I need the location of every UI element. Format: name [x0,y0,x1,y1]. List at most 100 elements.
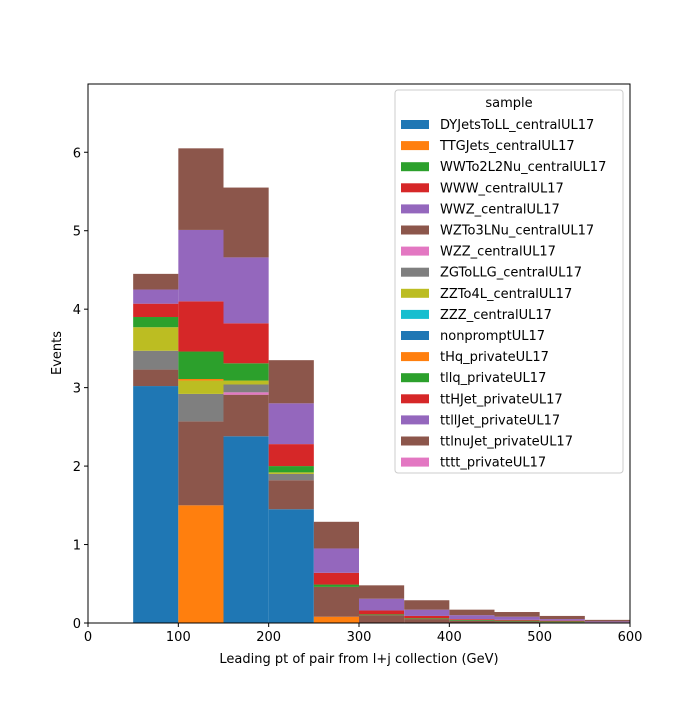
bar-segment [178,351,224,379]
bar-segment [359,614,405,616]
legend-label: tttt_privateUL17 [440,456,546,471]
y-tick-label: 2 [73,460,81,475]
bar-segment [223,394,269,437]
x-tick-label: 300 [347,630,372,645]
bar-segment [539,621,585,623]
bar-segment [404,618,450,620]
legend-label: ZZTo4L_centralUL17 [440,287,572,302]
bar-segment [178,380,224,394]
bar-segment [223,436,269,623]
y-tick-label: 6 [73,146,81,161]
legend-label: TTGJets_centralUL17 [439,139,575,154]
bar-segment [313,572,359,585]
legend-swatch [401,352,429,362]
legend-swatch [401,141,429,151]
legend-swatch [401,225,429,235]
bar-segment [313,584,359,587]
legend-swatch [401,246,429,256]
bar-segment [449,620,495,623]
bars-layer [133,148,630,623]
legend-label: ZGToLLG_centralUL17 [440,266,582,281]
x-tick-label: 600 [618,630,643,645]
legend-swatch [401,120,429,129]
bar-segment [178,393,224,422]
legend-swatch [401,394,429,404]
legend-swatch [401,267,429,277]
legend-label: tllq_privateUL17 [440,371,546,386]
bar-segment [494,612,540,617]
legend-title: sample [485,96,532,111]
bar-segment [404,600,450,610]
bar-segment [223,257,269,324]
bar-segment [404,615,450,619]
bar-segment [494,620,540,622]
legend-label: ttllJet_privateUL17 [440,413,560,428]
bar-segment [178,378,224,381]
bar-segment [449,615,495,620]
bar-segment [359,615,405,623]
legend-label: WZZ_centralUL17 [440,245,556,260]
bar-segment [178,421,224,506]
y-tick-label: 0 [73,617,81,632]
bar-segment [223,323,269,364]
y-axis-label: Events [50,331,65,375]
legend-label: ttHJet_privateUL17 [440,392,563,407]
legend-frame [394,89,624,474]
legend-label: ZZZ_centralUL17 [440,308,552,323]
bar-segment [133,317,179,328]
bar-segment [133,386,179,623]
bar-segment [178,229,224,302]
bar-segment [268,480,314,510]
bar-segment [494,619,540,621]
bar-segment [268,360,314,404]
bar-segment [133,350,179,370]
bar-segment [268,466,314,473]
bar-segment [223,392,269,395]
bar-segment [359,610,405,615]
bar-segment [223,363,269,381]
legend-swatch [401,373,429,383]
x-tick-label: 200 [256,630,281,645]
bar-segment [223,187,269,258]
bar-segment [223,384,269,393]
bar-segment [584,621,630,623]
y-tick-label: 1 [73,539,81,554]
y-tick-label: 5 [73,225,81,240]
bar-segment [404,609,450,616]
bar-segment [449,609,495,616]
bar-segment [268,403,314,445]
legend-label: tHq_privateUL17 [440,350,549,365]
x-axis-label: Leading pt of pair from l+j collection (… [219,652,498,667]
legend-label: WZTo3LNu_centralUL17 [440,224,594,239]
legend-label: ttlnuJet_privateUL17 [440,435,573,450]
bar-segment [449,619,495,620]
bar-segment [268,444,314,467]
bar-segment [494,616,540,620]
bar-segment [494,621,540,623]
bar-segment [133,327,179,351]
legend-swatch [401,436,429,446]
legend-entries: DYJetsToLL_centralUL17 TTGJets_centralUL1… [401,118,606,471]
ticks-layer: 0 100 200 300 400 500 600 0 1 2 3 4 5 6 [73,146,643,645]
bar-segment [313,521,359,549]
y-tick-label: 4 [73,303,81,318]
bar-segment [133,289,179,304]
legend-label: WWZ_centralUL17 [440,202,560,217]
bar-segment [449,619,495,621]
x-tick-label: 500 [527,630,552,645]
bar-segment [133,303,179,318]
legend-swatch [401,331,429,340]
bar-segment [268,509,314,623]
bar-segment [404,619,450,623]
bar-segment [539,615,585,620]
bar-segment [313,548,359,573]
bar-segment [268,472,314,474]
legend-swatch [401,309,429,319]
legend-swatch [401,415,429,425]
bar-segment [539,620,585,622]
legend: sample DYJetsToLL_centralUL17 TTGJets_cen… [394,89,624,474]
y-tick-label: 3 [73,382,81,397]
bar-segment [178,505,224,623]
bar-segment [313,586,359,617]
